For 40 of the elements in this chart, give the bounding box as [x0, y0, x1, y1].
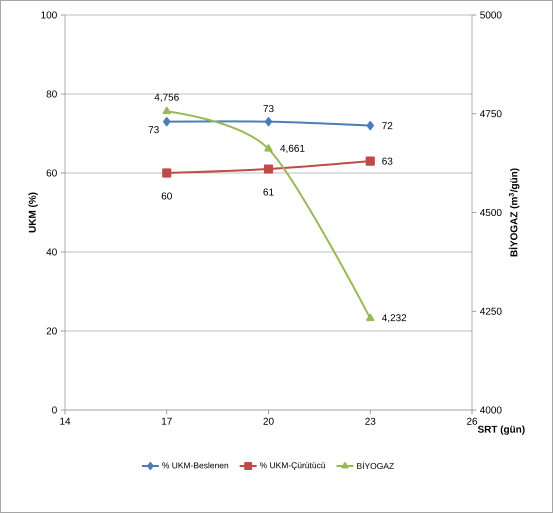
point	[162, 168, 172, 178]
data-label: 4,661	[280, 144, 304, 154]
x-tick-label: 14	[60, 418, 70, 425]
x-axis-title: SRT (gün)	[478, 425, 525, 435]
y2-tick-label: 5000	[480, 11, 502, 19]
data-label: 61	[263, 188, 274, 196]
point	[264, 144, 273, 152]
y-tick-label: 80	[46, 90, 57, 98]
y2-tick-label: 4500	[480, 208, 502, 216]
x-tick-label: 26	[466, 418, 478, 425]
y2-tick-label: 4250	[480, 308, 502, 315]
x-tick-label: 20	[263, 418, 274, 425]
x-tick-label: 23	[365, 418, 376, 425]
data-label: 63	[382, 158, 392, 165]
y-tick-label: 60	[46, 169, 57, 177]
data-label: 4,756	[154, 94, 179, 102]
x-tick-label: 17	[162, 418, 172, 425]
data-label: 4,232	[382, 314, 406, 322]
data-label: 73	[263, 105, 274, 112]
point	[366, 121, 374, 130]
y-tick-label: 100	[41, 11, 57, 19]
data-label: 73	[148, 126, 159, 134]
data-label: 60	[162, 192, 172, 200]
point	[366, 156, 375, 166]
y-tick-label: 40	[46, 248, 57, 256]
y-tick-label: 20	[46, 327, 57, 335]
legend-label: % UKM-Beslenen	[162, 462, 228, 468]
point	[264, 164, 274, 174]
point	[366, 314, 374, 322]
y-axis-title: UKM (%)	[28, 192, 38, 232]
y2-tick-label: 4000	[480, 406, 502, 414]
data-label: 72	[382, 122, 392, 130]
point	[162, 106, 171, 114]
point	[264, 117, 272, 126]
point	[163, 117, 170, 126]
y-tick-label: 0	[52, 406, 57, 414]
y2-axis-title: BİYOGAZ (m$^{3}$/gün)	[508, 168, 520, 256]
legend-label: % UKM-Çürütücü	[260, 462, 325, 470]
y2-tick-label: 4750	[480, 110, 502, 118]
legend-label: BİYOGAZ	[357, 462, 394, 469]
